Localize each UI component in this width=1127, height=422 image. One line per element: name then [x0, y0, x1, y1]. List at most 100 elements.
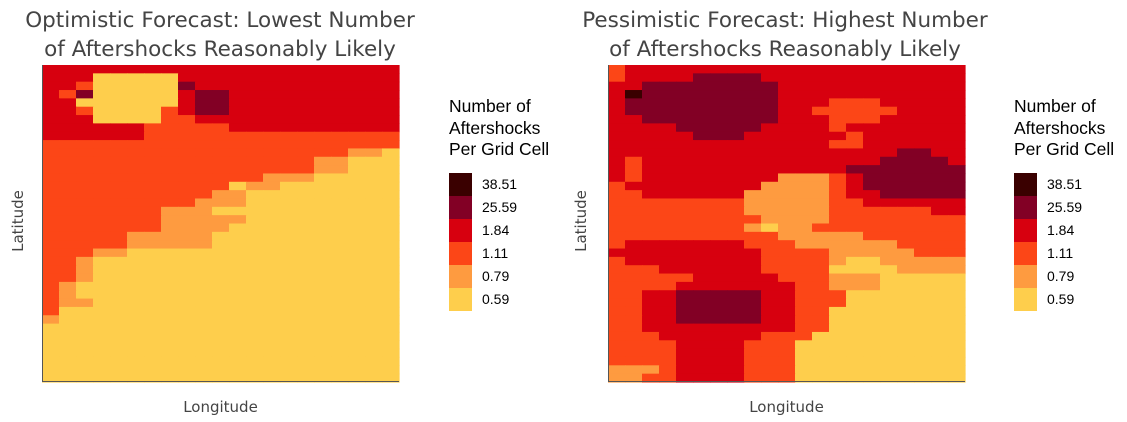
heatmap-cell: [93, 331, 111, 341]
heatmap-cell: [625, 190, 643, 200]
heatmap-cell: [812, 290, 830, 300]
heatmap-cell: [710, 165, 728, 175]
heatmap-cell: [744, 348, 762, 358]
heatmap-cell: [382, 231, 400, 241]
heatmap-cell: [846, 273, 864, 283]
heatmap-cell: [127, 156, 145, 166]
heatmap-cell: [76, 81, 94, 91]
legend-label: 25.59: [1047, 199, 1083, 215]
heatmap-cell: [348, 273, 366, 283]
heatmap-cell: [297, 298, 315, 308]
heatmap-cell: [659, 373, 677, 383]
heatmap-cell: [365, 340, 383, 350]
heatmap-cell: [846, 73, 864, 83]
heatmap-cell: [331, 323, 349, 333]
heatmap-cell: [778, 331, 796, 341]
heatmap-cell: [931, 65, 949, 74]
heatmap-cell: [608, 265, 626, 275]
heatmap-cell: [744, 323, 762, 333]
heatmap-cell: [608, 165, 626, 175]
heatmap-cell: [829, 323, 847, 333]
heatmap-cell: [110, 115, 128, 124]
heatmap-cell: [144, 215, 162, 225]
heatmap-cell: [880, 323, 898, 333]
heatmap-cell: [897, 173, 915, 183]
heatmap-cell: [948, 365, 966, 375]
heatmap-cell: [365, 240, 383, 250]
heatmap-cell: [829, 298, 847, 308]
heatmap-cell: [880, 90, 898, 99]
heatmap-cell: [365, 331, 383, 341]
heatmap-cell: [761, 306, 779, 316]
heatmap-cell: [625, 173, 643, 183]
heatmap-cell: [812, 331, 830, 341]
heatmap-cell: [880, 315, 898, 325]
heatmap-cell: [659, 298, 677, 308]
heatmap-cell: [812, 248, 830, 258]
heatmap-cell: [744, 231, 762, 241]
heatmap-cell: [161, 123, 179, 133]
heatmap-cell: [693, 115, 711, 124]
heatmap-cell: [727, 240, 745, 250]
heatmap-cell: [365, 256, 383, 266]
heatmap-cell: [263, 65, 281, 74]
heatmap-cell: [161, 148, 179, 158]
heatmap-cell: [761, 315, 779, 325]
heatmap-cell: [744, 140, 762, 150]
heatmap-cell: [812, 190, 830, 200]
heatmap-cell: [331, 90, 349, 99]
heatmap-cell: [348, 323, 366, 333]
heatmap-cell: [829, 131, 847, 141]
heatmap-cell: [744, 123, 762, 133]
heatmap-cell: [897, 365, 915, 375]
heatmap-cell: [110, 190, 128, 200]
heatmap-cell: [829, 90, 847, 99]
heatmap-cell: [863, 290, 881, 300]
heatmap-cell: [659, 206, 677, 216]
heatmap-cell: [212, 315, 230, 325]
heatmap-cell: [693, 248, 711, 258]
heatmap-cell: [365, 356, 383, 366]
heatmap-cell: [710, 106, 728, 116]
heatmap-cell: [59, 298, 77, 308]
heatmap-cell: [161, 298, 179, 308]
heatmap-cell: [331, 98, 349, 108]
heatmap-cell: [642, 248, 660, 258]
heatmap-cell: [263, 181, 281, 191]
heatmap-cell: [948, 231, 966, 241]
heatmap-cell: [178, 115, 196, 124]
heatmap-cell: [812, 240, 830, 250]
heatmap-cell: [161, 240, 179, 250]
heatmap-cell: [212, 165, 230, 175]
heatmap-cell: [897, 340, 915, 350]
heatmap-cell: [110, 373, 128, 383]
heatmap-cell: [76, 265, 94, 275]
legend-label: 1.11: [482, 245, 509, 261]
heatmap-cell: [829, 115, 847, 124]
heatmap-cell: [897, 290, 915, 300]
heatmap-cell: [693, 281, 711, 291]
heatmap-cell: [161, 223, 179, 233]
heatmap-cell: [914, 365, 932, 375]
heatmap-cell: [727, 248, 745, 258]
heatmap-cell: [178, 65, 196, 74]
heatmap-cell: [263, 223, 281, 233]
heatmap-cell: [676, 115, 694, 124]
heatmap-cell: [263, 215, 281, 225]
heatmap-cell: [144, 131, 162, 141]
heatmap-cell: [744, 90, 762, 99]
heatmap-cell: [59, 340, 77, 350]
heatmap-cell: [693, 65, 711, 74]
heatmap-cell: [812, 315, 830, 325]
heatmap-cell: [297, 248, 315, 258]
heatmap-cell: [659, 140, 677, 150]
heatmap-cell: [659, 348, 677, 358]
heatmap-cell: [76, 156, 94, 166]
heatmap-cell: [229, 115, 247, 124]
heatmap-cell: [727, 215, 745, 225]
heatmap-cell: [263, 256, 281, 266]
heatmap-cell: [642, 298, 660, 308]
heatmap-cell: [348, 98, 366, 108]
heatmap-cell: [348, 231, 366, 241]
heatmap-cell: [676, 306, 694, 316]
